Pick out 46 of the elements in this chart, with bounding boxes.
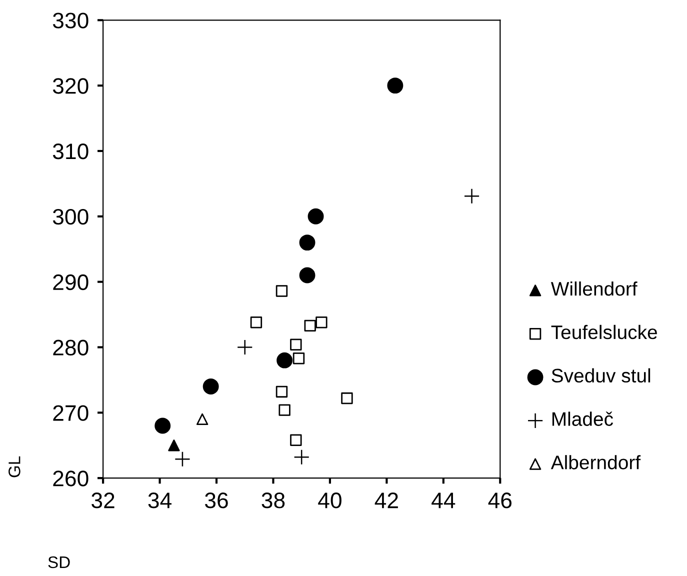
point: [294, 449, 310, 466]
legend-label: Alberndorf: [550, 455, 641, 470]
y-tick-label: 320: [52, 78, 88, 94]
point: [299, 234, 316, 251]
y-tick-label: 260: [53, 470, 88, 486]
x-axis-title: SD: [48, 556, 70, 568]
point: [464, 188, 480, 204]
y-tick-label: 330: [52, 12, 88, 28]
point: [196, 413, 208, 426]
point: [290, 434, 302, 446]
point: [299, 267, 316, 284]
legend-label: Mladeč: [552, 412, 614, 426]
point: [174, 451, 190, 468]
y-tick-label: 300: [52, 208, 88, 225]
point: [308, 208, 324, 224]
x-tick-label: 36: [204, 492, 228, 508]
point: [341, 392, 353, 404]
x-tick-label: 40: [318, 492, 342, 508]
point: [316, 316, 328, 328]
x-tick-label: 38: [262, 492, 285, 508]
y-axis-title: GL: [8, 456, 20, 478]
point: [278, 404, 290, 416]
point: [168, 440, 180, 452]
point: [290, 338, 302, 350]
point: [236, 339, 253, 356]
x-tick-label: 44: [432, 492, 456, 508]
legend-label: Willendorf: [550, 281, 638, 296]
x-tick-label: 34: [148, 492, 172, 508]
legend-label: Sveduv stul: [552, 368, 650, 383]
x-tick-label: 42: [374, 492, 398, 508]
point: [276, 386, 288, 398]
point: [154, 418, 171, 434]
legend-label: Teufelslucke: [551, 324, 657, 340]
point: [292, 352, 305, 364]
y-tick-label: 310: [52, 144, 88, 160]
x-tick-label: 46: [488, 492, 512, 508]
x-tick-label: 32: [92, 492, 114, 508]
point: [276, 285, 288, 297]
point: [276, 352, 293, 368]
y-tick-label: 280: [53, 340, 88, 356]
point: [250, 316, 262, 328]
point: [304, 320, 316, 332]
y-tick-label: 290: [53, 274, 88, 290]
point: [202, 378, 219, 394]
y-tick-label: 270: [53, 405, 88, 421]
point: [387, 78, 404, 94]
